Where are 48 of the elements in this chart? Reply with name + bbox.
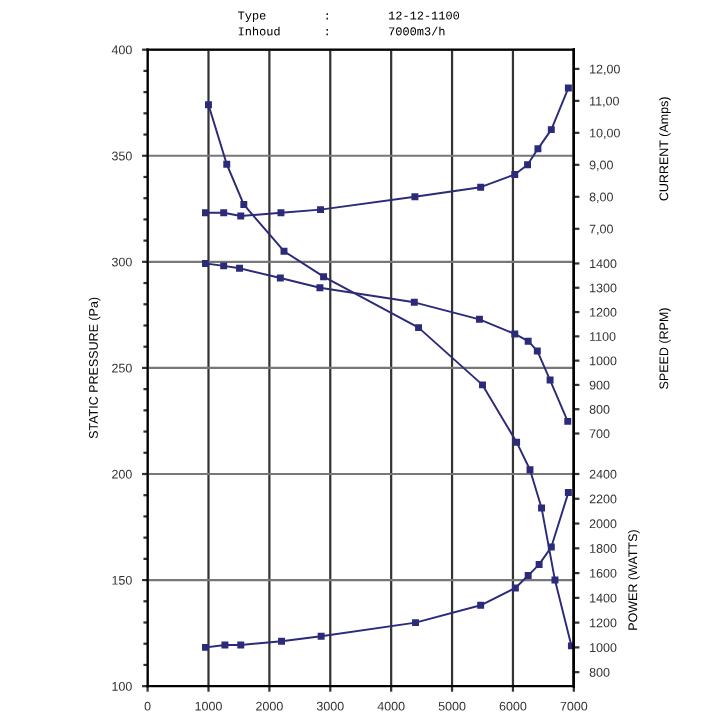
point xyxy=(205,101,212,109)
point xyxy=(534,145,542,153)
point xyxy=(546,376,554,384)
point xyxy=(535,560,543,568)
point xyxy=(278,637,286,645)
point xyxy=(513,438,521,446)
point xyxy=(411,193,419,201)
point xyxy=(317,206,324,214)
point xyxy=(201,209,209,217)
point xyxy=(201,643,209,651)
point xyxy=(280,247,288,255)
point xyxy=(533,347,541,355)
point xyxy=(524,337,532,345)
point xyxy=(526,466,534,474)
point xyxy=(220,262,228,270)
point xyxy=(524,161,532,169)
point xyxy=(276,274,284,282)
point xyxy=(410,298,418,306)
point xyxy=(237,641,245,649)
point xyxy=(240,201,248,209)
point xyxy=(475,315,483,323)
point xyxy=(538,504,546,512)
point xyxy=(567,642,574,650)
point xyxy=(223,160,231,168)
point xyxy=(511,330,519,338)
point xyxy=(236,264,244,272)
point xyxy=(547,126,555,134)
point xyxy=(316,284,324,292)
point xyxy=(477,601,485,609)
point xyxy=(412,619,419,627)
point xyxy=(237,212,245,220)
point xyxy=(277,209,285,217)
point xyxy=(551,576,559,584)
point xyxy=(564,417,572,425)
point xyxy=(221,641,229,649)
point xyxy=(317,632,325,640)
point xyxy=(479,381,486,389)
point xyxy=(524,572,532,580)
point xyxy=(547,543,555,551)
point xyxy=(564,489,572,497)
point xyxy=(415,324,423,332)
point xyxy=(511,584,519,592)
point xyxy=(220,209,228,217)
point xyxy=(320,273,328,281)
point xyxy=(511,170,519,178)
point xyxy=(564,84,572,92)
point xyxy=(201,259,209,267)
point xyxy=(477,183,485,191)
